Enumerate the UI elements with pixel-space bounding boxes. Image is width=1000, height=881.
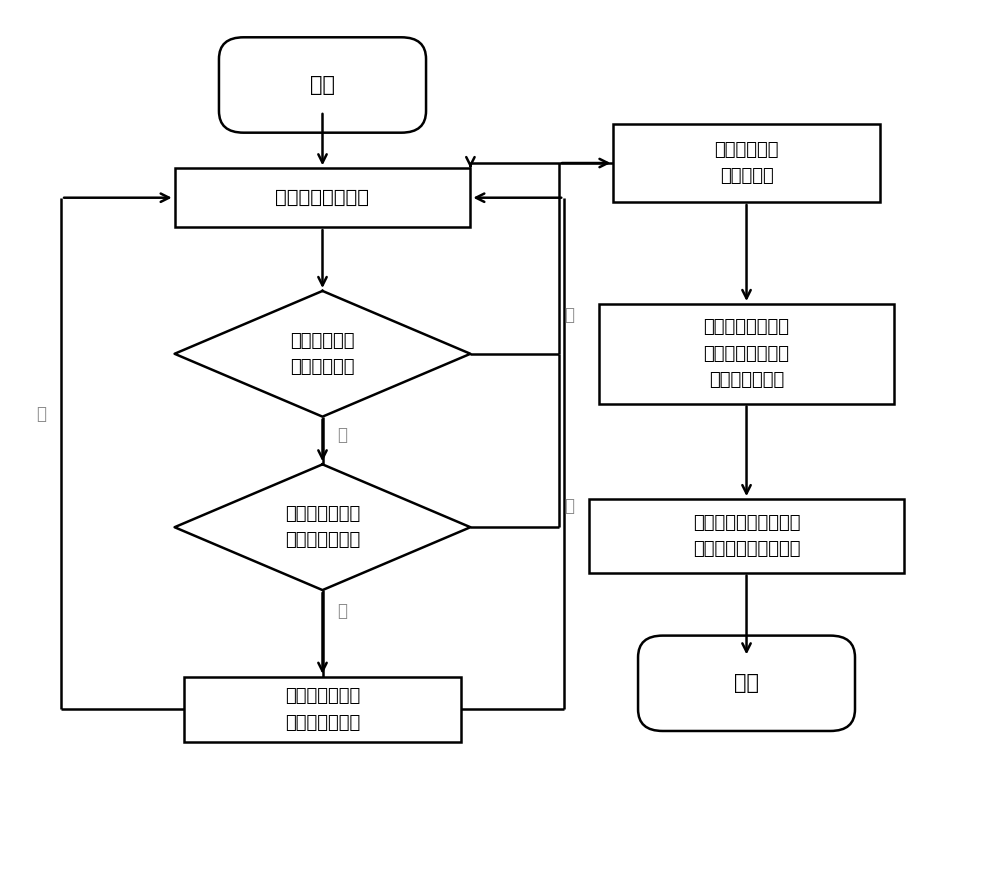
FancyBboxPatch shape — [599, 304, 894, 403]
FancyBboxPatch shape — [638, 635, 855, 731]
Text: 结束: 结束 — [734, 673, 759, 693]
Text: 三个敏感轴都指
向了天向和地向: 三个敏感轴都指 向了天向和地向 — [285, 505, 360, 550]
Text: 开始: 开始 — [310, 75, 335, 95]
FancyBboxPatch shape — [589, 499, 904, 573]
Text: 是: 是 — [337, 603, 347, 620]
FancyBboxPatch shape — [613, 124, 880, 202]
Text: 绕三个敏感轴
都进行了旋转: 绕三个敏感轴 都进行了旋转 — [290, 331, 355, 376]
FancyBboxPatch shape — [184, 677, 461, 742]
Text: 否: 否 — [564, 497, 574, 515]
Text: 进行自标定、初始对准
和旋转调制，完成导航: 进行自标定、初始对准 和旋转调制，完成导航 — [693, 514, 800, 558]
Text: 增加次序组使运
动轨迹中心对称: 增加次序组使运 动轨迹中心对称 — [285, 687, 360, 731]
FancyBboxPatch shape — [175, 168, 470, 227]
FancyBboxPatch shape — [219, 37, 426, 133]
Text: 是: 是 — [337, 426, 347, 444]
Text: 设计一个旋转方法: 设计一个旋转方法 — [276, 189, 370, 207]
Text: 调整现有次序组的
顺序，得到最终的
一体式旋转方法: 调整现有次序组的 顺序，得到最终的 一体式旋转方法 — [704, 318, 790, 389]
Text: 否: 否 — [36, 405, 46, 424]
Text: 否: 否 — [564, 306, 574, 324]
Text: 增加逆方向旋
转的次序组: 增加逆方向旋 转的次序组 — [714, 141, 779, 185]
